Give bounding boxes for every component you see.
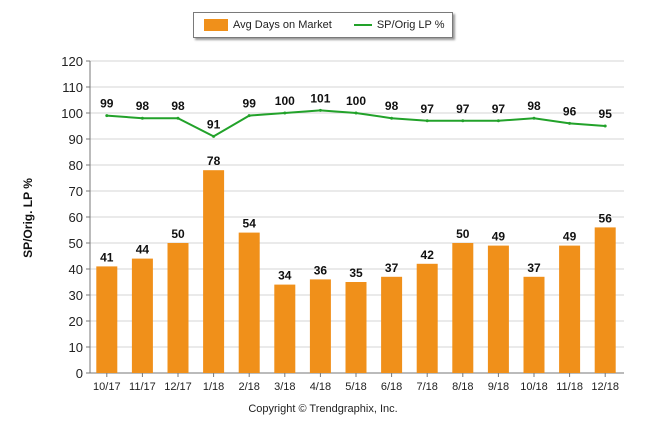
- line-point: [140, 116, 144, 120]
- legend-swatch-bar: [204, 19, 228, 31]
- line-point: [176, 116, 180, 120]
- bar-value-label: 50: [171, 227, 185, 241]
- legend: Avg Days on Market SP/Orig LP %: [193, 12, 453, 38]
- line-value-label: 95: [599, 107, 613, 121]
- x-tick-label: 7/18: [416, 381, 437, 393]
- bar: [452, 243, 474, 373]
- line-point: [354, 111, 358, 115]
- x-tick-label: 2/18: [238, 381, 259, 393]
- bar-value-label: 49: [563, 230, 577, 244]
- line-value-label: 91: [207, 117, 221, 131]
- line-value-label: 97: [456, 102, 470, 116]
- legend-label-sp-orig-lp: SP/Orig LP %: [376, 19, 445, 31]
- bar: [487, 245, 509, 373]
- y-tick-label: 20: [69, 314, 83, 329]
- bar: [345, 282, 367, 373]
- line-point: [496, 119, 500, 123]
- y-tick-label: 0: [76, 366, 83, 381]
- y-tick-label: 80: [69, 158, 83, 173]
- x-tick-label: 4/18: [310, 381, 331, 393]
- y-axis-label: SP/Orig. LP %: [21, 178, 35, 258]
- bar-value-label: 34: [278, 269, 292, 283]
- x-tick-label: 12/17: [164, 381, 192, 393]
- line-point: [283, 111, 287, 115]
- line-value-label: 100: [346, 94, 366, 108]
- y-tick-label: 30: [69, 288, 83, 303]
- line-value-label: 97: [421, 102, 435, 116]
- bar: [167, 243, 189, 373]
- line-point: [425, 119, 429, 123]
- line-point: [247, 114, 251, 118]
- line-point: [603, 124, 607, 128]
- y-tick-label: 90: [69, 132, 83, 147]
- legend-label-days-on-market: Avg Days on Market: [233, 19, 332, 31]
- line-value-label: 98: [136, 99, 150, 113]
- bar-value-label: 54: [243, 217, 257, 231]
- y-tick-label: 120: [61, 54, 83, 69]
- bar-value-label: 42: [421, 248, 435, 262]
- line-value-label: 99: [243, 97, 257, 111]
- copyright-text: Copyright © Trendgraphix, Inc.: [248, 403, 398, 415]
- y-tick-label: 10: [69, 340, 83, 355]
- line-point: [461, 119, 465, 123]
- bar-value-label: 50: [456, 227, 470, 241]
- bar: [238, 232, 260, 373]
- line-value-label: 98: [385, 99, 399, 113]
- bar-value-label: 36: [314, 263, 328, 277]
- x-tick-label: 3/18: [274, 381, 295, 393]
- bar: [203, 170, 225, 373]
- x-tick-label: 5/18: [345, 381, 366, 393]
- legend-item-line: SP/Orig LP %: [353, 19, 445, 31]
- bar-value-label: 78: [207, 154, 221, 168]
- bar: [594, 227, 616, 373]
- bar-value-label: 49: [492, 230, 506, 244]
- bar-value-label: 37: [385, 261, 399, 275]
- line-point: [212, 134, 216, 138]
- line-value-label: 99: [100, 97, 114, 111]
- bar: [309, 279, 331, 373]
- x-tick-label: 12/18: [591, 381, 619, 393]
- bar: [559, 245, 581, 373]
- x-tick-label: 9/18: [488, 381, 509, 393]
- line-point: [390, 116, 394, 120]
- line-point: [105, 114, 109, 118]
- x-tick-label: 11/18: [556, 381, 583, 393]
- legend-swatch-line: [353, 24, 372, 26]
- line-value-label: 98: [527, 99, 541, 113]
- y-tick-label: 100: [61, 106, 83, 121]
- bar: [381, 276, 403, 373]
- bar: [523, 276, 545, 373]
- bar: [96, 266, 118, 373]
- y-tick-label: 70: [69, 184, 83, 199]
- bar-value-label: 37: [527, 261, 541, 275]
- bar: [274, 284, 296, 373]
- y-tick-label: 50: [69, 236, 83, 251]
- line-value-label: 101: [310, 91, 330, 105]
- line-value-label: 100: [275, 94, 295, 108]
- x-tick-label: 8/18: [452, 381, 473, 393]
- y-tick-label: 40: [69, 262, 83, 277]
- bar-value-label: 35: [349, 266, 363, 280]
- bar-value-label: 41: [100, 250, 114, 264]
- bar: [416, 263, 438, 373]
- bar-value-label: 56: [599, 211, 613, 225]
- line-point: [532, 116, 536, 120]
- line-value-label: 97: [492, 102, 506, 116]
- x-tick-label: 10/17: [93, 381, 121, 393]
- line-point: [568, 121, 572, 125]
- x-tick-label: 1/18: [203, 381, 224, 393]
- line-value-label: 98: [171, 99, 185, 113]
- y-tick-label: 110: [62, 80, 83, 95]
- y-tick-label: 60: [69, 210, 83, 225]
- x-tick-label: 11/17: [129, 381, 156, 393]
- line-point: [318, 108, 322, 112]
- legend-item-bar: Avg Days on Market: [204, 19, 332, 31]
- line-value-label: 96: [563, 104, 577, 118]
- bar-value-label: 44: [136, 243, 150, 257]
- bar: [131, 258, 153, 373]
- x-tick-label: 10/18: [520, 381, 548, 393]
- x-tick-label: 6/18: [381, 381, 402, 393]
